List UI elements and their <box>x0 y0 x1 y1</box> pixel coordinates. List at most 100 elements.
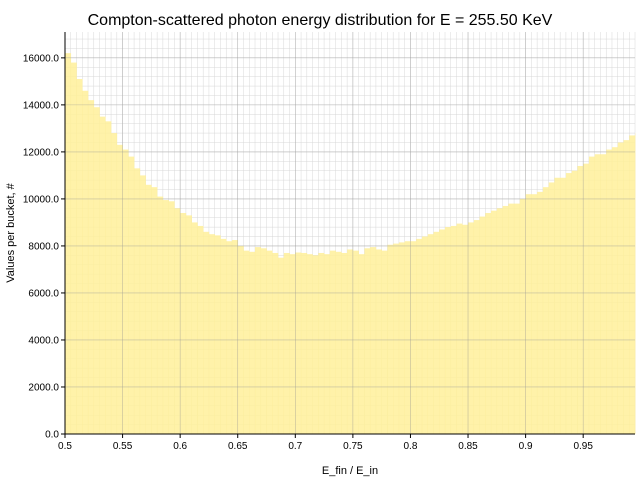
histogram-bar <box>439 229 446 434</box>
x-tick-label: 0.8 <box>404 441 418 452</box>
histogram-bar <box>93 107 100 434</box>
histogram-bar <box>519 198 526 434</box>
histogram-bar <box>387 244 394 434</box>
histogram-bar <box>88 100 95 434</box>
y-tick-label: 10000.0 <box>23 194 60 205</box>
histogram-bar <box>82 90 89 435</box>
histogram-bar <box>122 149 129 434</box>
histogram-bar <box>542 187 549 434</box>
histogram-bar <box>370 247 377 434</box>
histogram-bar <box>594 154 601 435</box>
histogram-bar <box>623 140 630 434</box>
histogram-bar <box>531 194 538 434</box>
histogram-bar <box>421 236 429 434</box>
histogram-bar <box>341 252 348 434</box>
chart-title: Compton-scattered photon energy distribu… <box>88 12 553 29</box>
histogram-bar <box>508 203 515 434</box>
histogram-bar <box>243 250 250 434</box>
histogram-bar <box>410 241 417 434</box>
histogram-bar <box>197 225 204 434</box>
histogram-bar <box>220 238 227 434</box>
y-axis: 0.0 2000.0 4000.0 6000.0 8000.0 10000.0 12000.… <box>23 32 66 441</box>
histogram-bar <box>151 187 158 434</box>
y-tick-label: 14000.0 <box>23 100 60 111</box>
histogram-bar <box>99 116 106 434</box>
x-axis-label: E_fin / E_in <box>322 465 378 477</box>
histogram-bar <box>289 254 296 434</box>
histogram-bar <box>548 182 555 434</box>
x-tick-label: 0.9 <box>519 441 533 452</box>
histogram-bar <box>617 142 624 435</box>
histogram-bar <box>427 234 434 434</box>
histogram-bar <box>162 200 169 434</box>
histogram-bar <box>312 255 319 434</box>
histogram-bar <box>364 248 371 434</box>
histogram-bar <box>611 147 619 434</box>
histogram-bar <box>272 252 279 434</box>
x-tick-label: 0.65 <box>228 441 248 452</box>
histogram-bar <box>116 144 123 434</box>
histogram-bar <box>485 213 492 434</box>
histogram-bar <box>128 156 135 434</box>
histogram-bar <box>456 223 463 434</box>
histogram-bar <box>416 238 423 434</box>
histogram-bar <box>266 250 273 434</box>
histogram-bar <box>445 227 452 434</box>
histogram-bar <box>450 225 457 434</box>
histogram-bar <box>255 247 262 434</box>
histogram-bar <box>393 243 400 434</box>
y-tick-label: 16000.0 <box>23 53 60 64</box>
y-tick-label: 8000.0 <box>28 241 59 252</box>
histogram-bar <box>174 208 181 434</box>
histogram-bar <box>358 254 365 434</box>
x-tick-label: 0.7 <box>288 441 302 452</box>
histogram-bar <box>525 194 532 434</box>
histogram-bars <box>65 53 636 435</box>
histogram-bar <box>134 168 141 434</box>
histogram-bar <box>226 241 233 434</box>
histogram-bar <box>306 254 313 434</box>
x-tick-label: 0.6 <box>173 441 187 452</box>
histogram-bar <box>70 62 77 435</box>
histogram-bar <box>139 175 146 434</box>
histogram-bar <box>329 250 336 434</box>
histogram-bar <box>404 241 411 434</box>
histogram-bar <box>231 240 239 434</box>
histogram-bar <box>145 184 152 434</box>
x-tick-label: 0.5 <box>58 441 72 452</box>
histogram-bar <box>214 235 221 434</box>
histogram-bar <box>203 231 210 434</box>
histogram-bar <box>157 196 164 434</box>
histogram-bar <box>324 254 331 434</box>
y-tick-label: 2000.0 <box>28 382 59 393</box>
histogram-bar <box>571 170 578 434</box>
x-tick-label: 0.75 <box>343 441 363 452</box>
histogram-bar <box>491 210 498 434</box>
histogram-bar <box>318 252 325 434</box>
histogram-bar <box>295 252 302 434</box>
histogram-bar <box>479 216 486 434</box>
histogram-bar <box>278 257 285 434</box>
histogram-bar <box>347 249 354 434</box>
histogram-bar <box>381 250 388 434</box>
histogram-bar <box>65 53 72 434</box>
histogram-bar <box>111 133 118 435</box>
histogram-bar <box>335 251 342 434</box>
histogram-bar <box>600 154 607 435</box>
histogram-bar <box>468 222 475 434</box>
histogram-bar <box>560 177 567 434</box>
histogram-bar <box>375 249 382 434</box>
histogram-bar <box>185 215 192 434</box>
histogram-bar <box>208 234 215 434</box>
histogram-bar <box>168 201 175 434</box>
histogram-bar <box>502 205 509 434</box>
histogram-bar <box>565 173 572 435</box>
histogram-bar <box>462 224 469 434</box>
histogram-bar <box>514 203 521 434</box>
histogram-bar <box>473 220 480 434</box>
y-tick-label: 0.0 <box>45 430 59 441</box>
histogram-bar <box>583 163 590 435</box>
histogram-bar <box>105 121 112 434</box>
histogram-bar <box>180 213 187 434</box>
